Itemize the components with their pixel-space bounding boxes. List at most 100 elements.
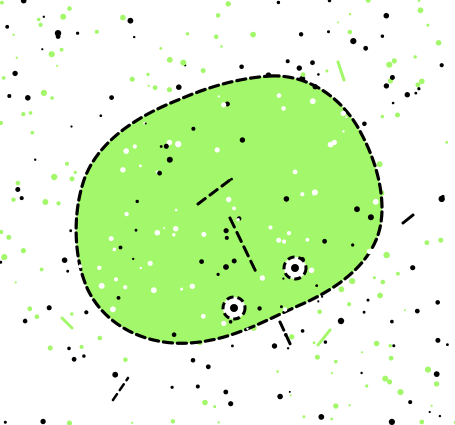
speck-dot — [388, 344, 392, 348]
speck-dot — [298, 32, 304, 37]
speck-dot — [349, 278, 356, 285]
speck-dot — [228, 320, 233, 324]
speck-dot — [223, 264, 229, 270]
speck-dot — [201, 231, 207, 237]
speck-dot — [312, 193, 315, 196]
speck-dot — [231, 344, 234, 348]
speck-dot — [236, 218, 240, 222]
speck-dot — [134, 228, 138, 232]
speck-dot — [392, 344, 396, 348]
speck-dot — [410, 265, 416, 271]
speck-dot — [163, 227, 166, 230]
speck-dot — [213, 34, 219, 40]
speck-dot — [129, 76, 135, 82]
speck-dot — [283, 196, 290, 202]
speck-dot — [66, 269, 70, 273]
speck-dot — [419, 78, 425, 85]
speck-dot — [330, 417, 333, 421]
speck-dot — [362, 310, 366, 314]
ring-marker — [282, 255, 308, 281]
speck-dot — [372, 198, 379, 205]
speck-dot — [433, 381, 440, 387]
speck-dot — [305, 237, 310, 242]
speck-dot — [230, 177, 233, 181]
speck-dot — [376, 163, 380, 167]
speck-dot — [348, 404, 351, 407]
speck-dot — [397, 389, 404, 396]
speck-dot — [337, 21, 340, 24]
speck-dot — [414, 91, 418, 95]
speck-dot — [118, 245, 123, 250]
dash-strokes — [60, 60, 415, 402]
speck-dot — [435, 40, 442, 46]
speck-dot — [232, 206, 237, 211]
speck-dot — [42, 199, 49, 205]
speck-dot — [438, 237, 444, 243]
speck-dot — [42, 15, 45, 18]
speck-dot — [191, 126, 196, 131]
speck-dot — [285, 59, 290, 64]
speck-dot — [435, 300, 441, 305]
speck-dot — [61, 257, 68, 264]
speck-dot — [170, 385, 174, 389]
speck-dot — [404, 92, 410, 98]
speck-dot — [257, 306, 262, 311]
speck-dot — [120, 167, 126, 173]
speck-dot — [47, 345, 53, 351]
speck-dot — [0, 260, 3, 264]
speck-dot — [281, 106, 286, 111]
speck-dot — [131, 421, 134, 424]
speck-dot — [445, 141, 449, 144]
speck-dot — [351, 243, 355, 247]
speck-dot — [0, 121, 3, 125]
speck-dot — [200, 313, 206, 319]
speck-dot — [417, 7, 424, 14]
speck-dot — [225, 1, 231, 7]
speck-dot — [226, 196, 232, 203]
speck-dot — [383, 12, 390, 19]
speck-dot — [67, 346, 71, 351]
speck-dot — [112, 247, 117, 252]
speck-dot — [174, 208, 178, 212]
speck-dot — [338, 286, 345, 293]
speck-dot — [1, 76, 6, 80]
speck-dot — [380, 279, 386, 285]
speck-dot — [40, 418, 46, 425]
speck-dot — [308, 267, 315, 274]
speck-dot — [173, 226, 179, 232]
speck-dot — [362, 121, 367, 127]
speck-dot — [113, 277, 119, 282]
speck-dot — [70, 312, 74, 316]
speck-dot — [327, 30, 330, 34]
speck-dot — [176, 84, 182, 90]
speck-dot — [139, 266, 142, 270]
speck-dot — [414, 308, 420, 314]
speck-dot — [127, 17, 134, 24]
speck-dot — [395, 112, 400, 118]
speck-dot — [289, 334, 295, 340]
speck-dot — [120, 14, 126, 21]
speck-dot — [108, 236, 114, 242]
speck-dot — [396, 271, 400, 276]
speck-dot — [34, 158, 37, 161]
speck-dot — [377, 292, 383, 299]
speck-dot — [84, 310, 89, 315]
speck-dot — [172, 233, 176, 237]
speck-dot — [28, 111, 33, 115]
speck-dot — [14, 281, 17, 284]
speck-dot — [347, 302, 352, 307]
speck-dot — [132, 144, 137, 149]
speck-dot — [415, 82, 421, 88]
speck-dot — [365, 0, 371, 3]
speck-dot — [94, 29, 99, 34]
speck-dot — [205, 364, 211, 370]
speck-dot — [366, 248, 373, 255]
speck-dot — [361, 351, 364, 354]
speck-dot — [302, 415, 306, 419]
speck-dot — [217, 421, 220, 424]
speck-dot — [282, 307, 288, 312]
speck-dot — [231, 258, 237, 264]
speck-dot — [65, 161, 69, 166]
speck-dot — [323, 340, 328, 344]
speck-dot — [12, 33, 15, 36]
